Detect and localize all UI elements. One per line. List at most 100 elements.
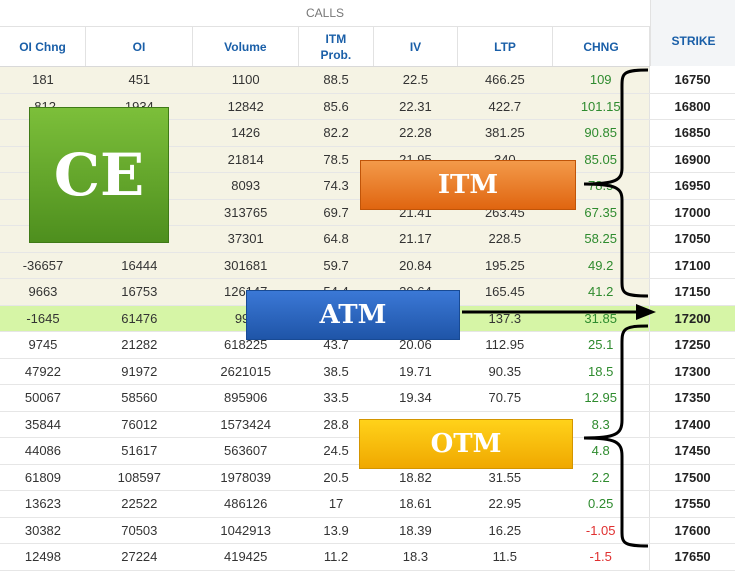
cell-ltp[interactable]: 381.25 — [484, 125, 525, 141]
cell-iv: 18.39 — [399, 522, 432, 538]
cell-ltp[interactable]: 31.55 — [488, 469, 522, 485]
cell-itm-prob: 17 — [328, 496, 344, 512]
col-header-ltp[interactable]: LTP — [458, 27, 554, 66]
cell-iv: 19.34 — [399, 390, 432, 406]
cell-strike: 16750 — [649, 67, 735, 93]
cell-oi[interactable]: 91972 — [121, 363, 158, 379]
strike-column-header[interactable]: STRIKE — [650, 0, 735, 66]
cell-chng: 41.2 — [588, 284, 614, 300]
cell-ltp[interactable]: 90.35 — [488, 363, 522, 379]
cell-oi-chng: 50067 — [24, 390, 62, 406]
table-row[interactable]: 181 451 1100 88.5 22.5 466.25 109 16750 — [0, 67, 735, 94]
cell-ltp[interactable]: 70.75 — [488, 390, 522, 406]
cell-chng: -1.05 — [585, 522, 616, 538]
cell-oi[interactable]: 21282 — [121, 337, 158, 353]
cell-iv: 22.28 — [399, 125, 432, 141]
cell-ltp[interactable]: 195.25 — [484, 257, 525, 273]
cell-oi-chng: 61809 — [24, 469, 62, 485]
cell-chng: 25.1 — [588, 337, 614, 353]
cell-ltp[interactable]: 137.3 — [488, 310, 522, 326]
cell-oi-chng: 44086 — [24, 443, 62, 459]
cell-chng: 109 — [589, 72, 612, 88]
cell-oi-chng: 9663 — [28, 284, 58, 300]
cell-oi[interactable]: 27224 — [121, 549, 158, 565]
cell-ltp[interactable]: 22.95 — [488, 496, 522, 512]
cell-volume: 486126 — [223, 496, 268, 512]
table-row[interactable]: 47922 91972 2621015 38.5 19.71 90.35 18.5 17300 — [0, 358, 735, 385]
cell-chng: 90.85 — [584, 125, 617, 141]
cell-ltp[interactable]: 228.5 — [488, 231, 522, 247]
cell-itm-prob: 59.7 — [323, 257, 349, 273]
cell-iv: 22.5 — [402, 72, 429, 88]
cell-chng: 31.85 — [584, 310, 617, 326]
table-row[interactable]: 50067 58560 895906 33.5 19.34 70.75 12.95 17350 — [0, 385, 735, 412]
col-header-itm-prob[interactable]: ITM Prob. — [299, 27, 374, 66]
cell-iv: 20.84 — [399, 257, 432, 273]
cell-volume: 21814 — [227, 151, 264, 167]
cell-oi[interactable]: 61476 — [121, 310, 158, 326]
col-header-volume[interactable]: Volume — [193, 27, 299, 66]
strike-header-label: STRIKE — [671, 34, 716, 48]
cell-iv: 18.82 — [399, 469, 432, 485]
table-row[interactable]: 30382 70503 1042913 13.9 18.39 16.25 -1.05 1760… — [0, 517, 735, 544]
cell-volume: 1100 — [231, 72, 260, 88]
cell-oi[interactable]: 451 — [128, 72, 151, 88]
cell-strike: 16950 — [649, 173, 735, 199]
cell-strike: 17100 — [649, 252, 735, 278]
cell-oi[interactable]: 108597 — [117, 469, 162, 485]
cell-strike: 17650 — [649, 544, 735, 570]
cell-volume: 563607 — [223, 443, 268, 459]
cell-strike: 17400 — [649, 411, 735, 437]
col-header-oi[interactable]: OI — [86, 27, 193, 66]
cell-ltp[interactable]: 11.5 — [492, 549, 517, 565]
cell-itm-prob: 64.8 — [323, 231, 349, 247]
cell-oi[interactable]: 58560 — [121, 390, 158, 406]
cell-volume: 8093 — [231, 178, 261, 194]
cell-oi[interactable]: 22522 — [121, 496, 158, 512]
cell-volume: 1573424 — [220, 416, 271, 432]
cell-itm-prob: 33.5 — [323, 390, 349, 406]
cell-itm-prob: 11.2 — [323, 549, 349, 565]
cell-chng: 101.15 — [580, 98, 621, 114]
cell-oi[interactable]: 16753 — [121, 284, 158, 300]
cell-itm-prob: 82.2 — [323, 125, 349, 141]
cell-iv: 19.71 — [399, 363, 432, 379]
cell-oi[interactable]: 76012 — [121, 416, 158, 432]
table-row[interactable]: 12498 27224 419425 11.2 18.3 11.5 -1.5 17650 — [0, 544, 735, 571]
cell-ltp[interactable]: 466.25 — [484, 72, 525, 88]
cell-chng: 12.95 — [584, 390, 617, 406]
table-row[interactable]: -36657 16444 301681 59.7 20.84 195.25 49.2 1710… — [0, 252, 735, 279]
cell-chng: 49.2 — [588, 257, 614, 273]
cell-ltp[interactable]: 165.45 — [484, 284, 525, 300]
cell-ltp[interactable]: 112.95 — [485, 337, 525, 353]
table-row[interactable]: 13623 22522 486126 17 18.61 22.95 0.25 17550 — [0, 491, 735, 518]
cell-itm-prob: 28.8 — [323, 416, 349, 432]
cell-oi[interactable]: 70503 — [121, 522, 158, 538]
cell-strike: 17150 — [649, 279, 735, 305]
cell-oi-chng: 35844 — [24, 416, 62, 432]
cell-oi[interactable]: 16444 — [121, 257, 158, 273]
cell-volume: 2621015 — [220, 363, 271, 379]
cell-strike: 16800 — [649, 93, 735, 119]
cell-oi-chng: 12498 — [24, 549, 62, 565]
cell-volume: 1426 — [231, 125, 261, 141]
cell-itm-prob: 20.5 — [323, 469, 349, 485]
atm-label-box: ATM — [246, 290, 460, 340]
table-row[interactable]: 9745 21282 618225 43.7 20.06 112.95 25.1 17250 — [0, 332, 735, 359]
cell-iv: 20.06 — [399, 337, 432, 353]
cell-strike: 17500 — [649, 464, 735, 490]
col-header-oi-chng[interactable]: OI Chng — [0, 27, 87, 66]
cell-chng: 0.25 — [588, 496, 614, 512]
ce-badge: CE — [29, 107, 169, 243]
col-header-chng[interactable]: CHNG — [553, 27, 650, 66]
calls-section-header: CALLS — [0, 0, 650, 27]
cell-volume: 1042913 — [220, 522, 271, 538]
cell-strike: 17000 — [649, 199, 735, 225]
cell-ltp[interactable]: 16.25 — [488, 522, 522, 538]
cell-ltp[interactable]: 422.7 — [488, 98, 522, 114]
cell-strike: 16900 — [649, 146, 735, 172]
cell-oi[interactable]: 51617 — [121, 443, 158, 459]
cell-strike: 17050 — [649, 226, 735, 252]
col-header-iv[interactable]: IV — [374, 27, 459, 66]
cell-volume: 301681 — [223, 257, 268, 273]
